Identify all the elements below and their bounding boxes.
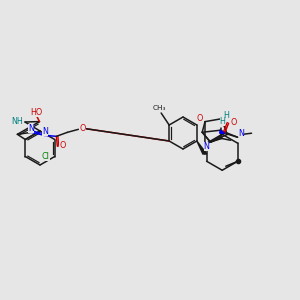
Text: N: N [43, 127, 48, 136]
Text: H: H [224, 111, 230, 120]
Text: O: O [79, 124, 85, 133]
Text: NH: NH [11, 118, 23, 127]
Text: HO: HO [30, 108, 43, 117]
Text: Cl: Cl [42, 152, 50, 161]
Text: N: N [28, 124, 34, 133]
Polygon shape [220, 130, 225, 133]
Text: CH₃: CH₃ [152, 105, 166, 111]
Text: N: N [238, 129, 244, 138]
Text: N: N [204, 142, 209, 151]
Text: O: O [197, 114, 203, 123]
Text: O: O [230, 118, 237, 127]
Text: O: O [59, 141, 66, 150]
Polygon shape [197, 141, 207, 154]
Text: H: H [220, 117, 226, 126]
Polygon shape [207, 138, 223, 143]
